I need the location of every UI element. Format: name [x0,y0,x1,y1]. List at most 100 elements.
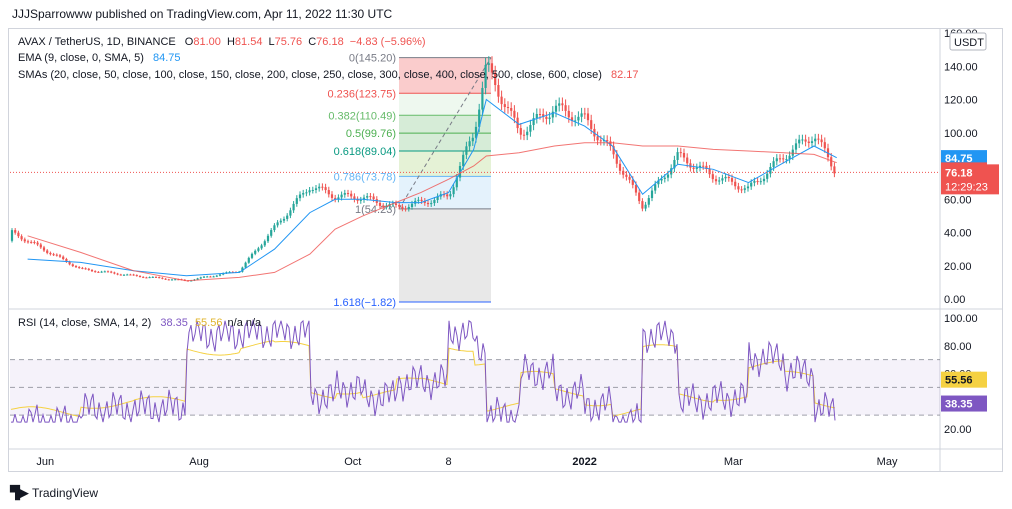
candle-body [241,267,244,272]
candle-body [334,197,337,200]
candle-body [218,274,222,276]
candle-body [580,113,583,117]
time-tick-label: Mar [724,456,743,468]
time-tick-label: Oct [344,456,361,468]
candle-body [465,146,468,155]
price-tick-label: 20.00 [944,261,972,273]
candle-body [746,186,750,189]
ema-badge: 84.75 [945,153,973,165]
candle-body [119,274,122,276]
candle-body [737,186,740,190]
candle-body [228,271,231,273]
candle-body [199,277,202,279]
fib-level-label: 0.786(73.78) [334,171,396,183]
candle-body [113,272,116,274]
time-tick-label: May [877,456,898,468]
candle-body [798,139,801,144]
sma-legend[interactable]: SMAs (20, close, 50, close, 100, close, … [18,69,639,81]
candle-body [433,200,436,204]
candle-body [711,174,714,180]
candle-body [327,190,330,195]
rsi-tick-label: 80.00 [944,341,972,353]
candle-body [14,230,17,233]
candle-body [378,202,382,206]
candle-body [308,190,311,193]
candle-body [62,256,65,259]
sma-line [27,142,837,282]
currency-label: USDT [954,37,984,49]
candle-body [330,194,334,198]
candle-body [244,262,247,268]
candle-body [145,277,148,279]
candle-body [833,166,836,174]
candle-body [382,205,385,207]
candle-body [660,178,663,181]
candle-body [609,141,612,147]
chart-frame[interactable] [8,28,1003,472]
price-badge: 76.18 [945,167,973,179]
tradingview-logo[interactable]: ▜▶ TradingView [10,485,98,501]
candle-body [302,193,305,195]
candle-body [762,178,766,182]
candle-body [471,137,474,142]
candle-body [151,276,154,278]
candle-body [410,203,414,207]
candle-body [564,105,567,111]
candle-body [129,274,132,276]
candle-body [289,210,292,216]
candle-body [679,152,682,154]
candle-body [430,203,433,205]
rsi-ma-badge: 55.56 [945,375,973,387]
candle-body [791,149,794,156]
rsi-legend[interactable]: RSI (14, close, SMA, 14, 2) 38.35 55.56 … [18,317,261,329]
candle-body [42,247,46,251]
candle-body [167,279,170,281]
candle-body [666,174,670,178]
candle-body [407,206,410,209]
candle-body [78,267,81,269]
candle-body [474,126,478,138]
candle-body [596,136,599,141]
candle-body [810,141,814,144]
time-tick-label: 8 [445,456,451,468]
candle-body [458,166,462,178]
candle-body [273,225,276,231]
candle-body [775,158,778,162]
candle-body [276,222,279,226]
candle-body [46,250,49,253]
candle-body [94,271,97,273]
time-tick-label: Aug [189,456,209,468]
candle-body [625,174,628,177]
ohlc-high: 81.54 [234,36,263,48]
candle-body [730,178,734,182]
candle-body [55,254,58,256]
candle-body [622,170,625,175]
fib-level-label: 0.618(89.04) [334,146,396,158]
candle-body [714,179,718,182]
candle-body [634,184,638,193]
candle-body [817,138,820,140]
candle-body [743,188,746,190]
candle-body [23,239,26,242]
candle-body [314,188,318,190]
candle-body [81,267,84,269]
candle-body [20,236,23,240]
ema-legend[interactable]: EMA (9, close, 0, SMA, 5) 84.75 [18,52,181,64]
candle-body [324,187,327,191]
rsi-ma-badge-bg [941,371,987,388]
ema-value: 84.75 [153,52,181,64]
ohlc-close-label: C [308,36,317,48]
bar-countdown: 12:29:23 [945,181,988,193]
candle-body [426,202,430,205]
candle-body [695,167,698,169]
candle-body [209,276,212,278]
candle-body [254,250,257,254]
candle-body [753,181,756,183]
time-tick-label: Jun [36,456,54,468]
candle-body [10,230,14,241]
candle-body [830,157,833,167]
candle-body [340,194,343,198]
candle-body [519,128,522,135]
fib-zone [399,208,491,303]
